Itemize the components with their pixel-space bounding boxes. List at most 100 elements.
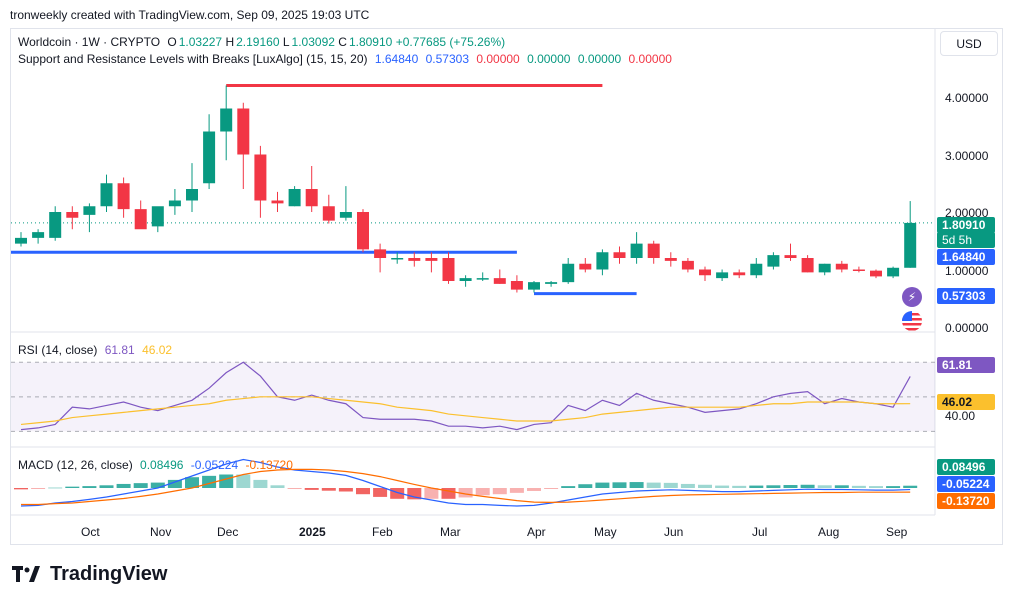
time-label-jun: Jun xyxy=(664,525,684,539)
price-tick-3: 3.00000 xyxy=(945,149,989,163)
candle-body xyxy=(476,278,489,280)
macd-histogram-bar xyxy=(338,488,353,492)
candle xyxy=(716,269,729,281)
candle-body xyxy=(66,212,79,218)
macd-histogram-bar xyxy=(509,488,524,493)
support-tag: 0.57303 xyxy=(937,288,995,304)
time-label-mar: Mar xyxy=(440,525,461,539)
candle xyxy=(425,252,438,273)
macd-histogram-bar xyxy=(321,488,336,491)
change-value: +0.77685 (+75.26%) xyxy=(395,35,506,49)
macd-histogram-bar xyxy=(698,484,712,488)
macd-histogram-bar xyxy=(475,488,490,496)
candle xyxy=(767,252,780,270)
countdown-tag: 5d 5h xyxy=(937,232,995,248)
candle-body xyxy=(151,206,164,227)
macd-histogram-bar xyxy=(544,488,559,489)
macd-histogram-bar xyxy=(458,488,473,498)
macd-histogram-bar xyxy=(869,486,883,488)
candle-body xyxy=(510,281,523,290)
candle xyxy=(887,266,900,279)
candle xyxy=(750,258,763,279)
candle-body xyxy=(801,258,814,273)
candle-body xyxy=(493,278,506,284)
candle xyxy=(493,269,506,284)
indicator-value-5: 0.00000 xyxy=(577,52,622,66)
candle xyxy=(476,272,489,281)
macd-histogram-bar xyxy=(356,488,370,495)
candle xyxy=(545,281,558,287)
open-value: 1.03227 xyxy=(178,35,223,49)
candle xyxy=(647,240,660,264)
indicator-value-6: 0.00000 xyxy=(628,52,672,66)
time-label-dec: Dec xyxy=(217,525,239,539)
candle xyxy=(15,232,27,247)
lightning-icon[interactable]: ⚡ xyxy=(902,287,922,307)
candle xyxy=(66,206,79,230)
macd-histogram-bar xyxy=(612,482,627,488)
macd-histogram-bar xyxy=(595,482,610,488)
macd-hist-value: 0.08496 xyxy=(140,458,184,472)
candle-body xyxy=(203,131,216,184)
tradingview-logo-icon xyxy=(12,565,40,582)
candle xyxy=(801,255,814,273)
macd-histogram-bar xyxy=(407,488,422,500)
candle xyxy=(562,258,575,284)
indicator-value-3: 0.00000 xyxy=(476,52,520,66)
macd-histogram-bar xyxy=(390,488,405,499)
rsi-legend: RSI (14, close) 61.81 46.02 xyxy=(18,343,173,357)
macd-line xyxy=(20,458,911,507)
us-flag-icon[interactable] xyxy=(902,311,922,331)
macd-histogram-bar xyxy=(270,485,285,488)
currency-button[interactable]: USD xyxy=(940,31,998,56)
macd-histogram-bar xyxy=(834,485,849,488)
macd-histogram-bar xyxy=(749,485,764,488)
candle xyxy=(374,243,387,273)
macd-histogram-bar xyxy=(373,488,388,497)
candle xyxy=(408,252,421,267)
candle xyxy=(733,269,746,279)
macd-histogram-bar xyxy=(663,482,678,488)
candle-body xyxy=(408,258,421,261)
candle-body xyxy=(887,267,900,277)
tradingview-logo-text: TradingView xyxy=(50,563,168,585)
candle-body xyxy=(716,272,729,279)
macd-histogram-bar xyxy=(167,479,182,488)
macd-signal-value: -0.13720 xyxy=(245,458,293,472)
candle xyxy=(134,200,147,230)
candle xyxy=(870,269,882,279)
candle xyxy=(203,114,216,189)
candle xyxy=(237,102,250,189)
rsi-tick-40: 40.00 xyxy=(945,409,976,423)
macd-histogram-bar xyxy=(185,477,199,488)
low-value: 1.03092 xyxy=(291,35,335,49)
attribution: tronweekly created with TradingView.com,… xyxy=(10,8,370,22)
macd-histogram-bar xyxy=(65,486,80,488)
macd-histogram-bar xyxy=(82,486,97,488)
chart-frame xyxy=(10,28,1003,545)
candle-body xyxy=(528,282,540,290)
candle xyxy=(596,249,609,276)
candle-body xyxy=(168,200,181,207)
candle xyxy=(83,203,96,233)
tradingview-logo[interactable]: TradingView xyxy=(12,563,167,586)
time-label-feb: Feb xyxy=(372,525,393,539)
candle xyxy=(322,194,335,224)
candle-body xyxy=(664,258,677,261)
candle xyxy=(904,201,917,268)
macd-histogram-bar xyxy=(527,488,541,491)
macd-histogram-bar xyxy=(680,483,695,488)
candle xyxy=(357,209,369,253)
last-price-tag: 1.80910 xyxy=(937,217,995,233)
candle-body xyxy=(271,200,284,204)
symbol-name: Worldcoin · 1W · CRYPTO xyxy=(18,35,161,49)
candle-body xyxy=(254,154,267,201)
macd-histogram-bar xyxy=(851,485,866,488)
candle-body xyxy=(904,222,917,268)
time-label-nov: Nov xyxy=(150,525,172,539)
candle xyxy=(442,252,455,284)
rsi-ma-tag: 46.02 xyxy=(937,394,995,410)
macd-histogram-bar xyxy=(715,485,730,488)
macd-histogram-bar xyxy=(886,486,901,488)
